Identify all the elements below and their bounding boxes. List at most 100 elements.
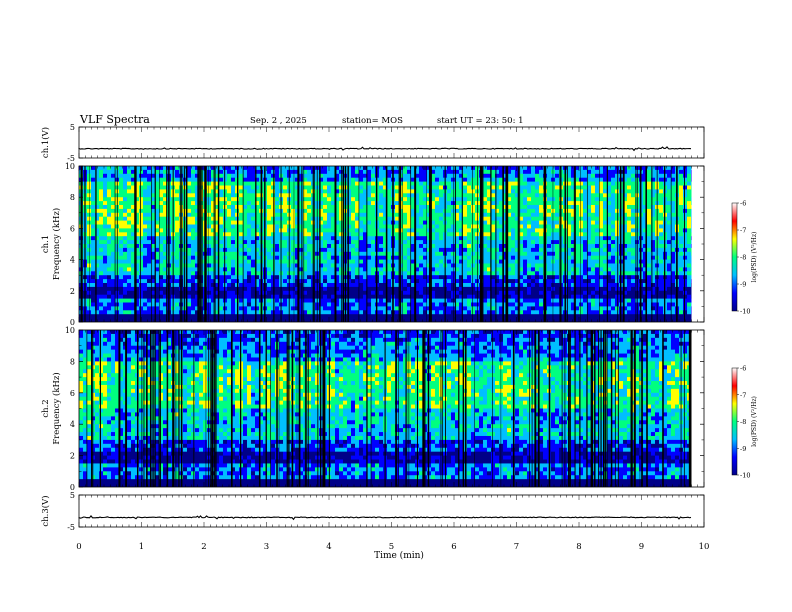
spectrogram-cell <box>155 185 160 190</box>
spectrogram-cell <box>363 247 368 253</box>
spectrogram-cell <box>163 193 168 198</box>
spectrogram-cell <box>155 205 160 210</box>
spectrogram-cell <box>419 185 424 190</box>
spectrogram-cell <box>527 314 532 319</box>
spectrogram-cell <box>531 302 536 307</box>
spectrogram-cell <box>95 244 100 249</box>
spectrogram-cell <box>435 244 440 249</box>
spectrogram-cell <box>519 185 524 190</box>
spectrogram-cell <box>155 314 160 319</box>
spectrogram-cell <box>251 228 256 233</box>
spectrogram-cell <box>451 177 456 182</box>
spectrogram-cell <box>411 271 416 276</box>
spectrogram-cell <box>339 193 344 198</box>
spectrogram-cell <box>455 298 460 303</box>
spectrogram-cell <box>515 310 520 315</box>
spectrogram-cell <box>179 247 184 253</box>
spectrogram-cell <box>199 193 204 198</box>
spectrogram-cell <box>483 173 488 179</box>
spectrogram-cell <box>251 318 256 322</box>
spectrogram-cell <box>103 314 108 319</box>
spectrogram-cell <box>183 189 188 194</box>
spectrogram-cell <box>515 212 520 218</box>
spectrogram-cell <box>399 197 404 202</box>
spectrogram-cell <box>491 205 496 210</box>
spectrogram-cell <box>423 181 428 186</box>
spectrogram-cell <box>251 212 256 218</box>
spectrogram-cell <box>351 318 356 322</box>
spectrogram-cell <box>239 255 244 260</box>
spectrogram-cell <box>319 166 324 171</box>
spectrogram-cell <box>131 283 136 288</box>
spectrogram-cell <box>307 255 312 260</box>
spectrogram-cell <box>103 189 108 194</box>
spectrogram-cell <box>299 224 304 229</box>
spectrogram-cell <box>463 220 468 225</box>
spectrogram-cell <box>327 259 332 264</box>
spectrogram-cell <box>195 208 200 214</box>
spectrogram-cell <box>431 216 436 221</box>
spectrogram-cell <box>223 255 228 260</box>
spectrogram-cell <box>347 228 352 233</box>
spectrogram-cell <box>463 267 468 272</box>
spectrogram-cell <box>135 318 140 322</box>
spectrogram-cell <box>539 169 544 175</box>
spectrogram-cell <box>327 267 332 272</box>
spectrogram-cell <box>403 314 408 319</box>
spectrogram-cell <box>531 177 536 182</box>
spectrogram-cell <box>515 228 520 233</box>
spectrogram-cell <box>367 314 372 319</box>
spectrogram-cell <box>155 177 160 182</box>
spectrogram-cell <box>555 286 560 292</box>
spectrogram-cell <box>195 251 200 257</box>
spectrogram-cell <box>411 228 416 233</box>
spectrogram-cell <box>135 314 140 319</box>
spectrogram-cell <box>371 185 376 190</box>
spectrogram-cell <box>367 318 372 322</box>
spectrogram-cell <box>339 283 344 288</box>
spectrogram-cell <box>223 279 228 284</box>
spectrogram-cell <box>135 298 140 303</box>
spectrogram-cell <box>395 271 400 276</box>
spectrogram-cell <box>575 193 580 198</box>
spectrogram-cell <box>467 197 472 202</box>
spectrogram-cell <box>379 302 384 307</box>
spectrogram-cell <box>351 173 356 179</box>
spectrogram-cell <box>459 318 464 322</box>
spectrogram-cell <box>335 177 340 182</box>
spectrogram-cell <box>411 208 416 214</box>
spectrogram-cell <box>207 201 212 206</box>
spectrogram-cell <box>199 236 204 241</box>
spectrogram-cell <box>331 306 336 311</box>
spectrogram-cell <box>491 255 496 260</box>
spectrogram-cell <box>335 173 340 179</box>
spectrogram-cell <box>223 177 228 182</box>
spectrogram-cell <box>419 166 424 171</box>
spectrogram-cell <box>363 169 368 175</box>
spectrogram-cell <box>531 220 536 225</box>
spectrogram-cell <box>411 181 416 186</box>
spectrogram-cell <box>139 244 144 249</box>
spectrogram-cell <box>123 298 128 303</box>
spectrogram-cell <box>327 201 332 206</box>
spectrogram-cell <box>219 244 224 249</box>
spectrogram-cell <box>419 306 424 311</box>
spectrogram-cell <box>503 271 508 276</box>
spectrogram-cell <box>295 197 300 202</box>
spectrogram-cell <box>451 228 456 233</box>
spectrogram-cell <box>463 294 468 299</box>
spectrogram-cell <box>103 197 108 202</box>
spectrogram-cell <box>487 181 492 186</box>
spectrogram-cell <box>187 302 192 307</box>
spectrogram-cell <box>435 185 440 190</box>
spectrogram-cell <box>423 247 428 253</box>
spectrogram-cell <box>95 283 100 288</box>
spectrogram-cell <box>163 173 168 179</box>
spectrogram-cell <box>355 201 360 206</box>
spectrogram-cell <box>223 193 228 198</box>
spectrogram-cell <box>347 205 352 210</box>
spectrogram-cell <box>159 173 164 179</box>
spectrogram-cell <box>499 193 504 198</box>
spectrogram-cell <box>151 197 156 202</box>
spectrogram-cell <box>367 290 372 296</box>
